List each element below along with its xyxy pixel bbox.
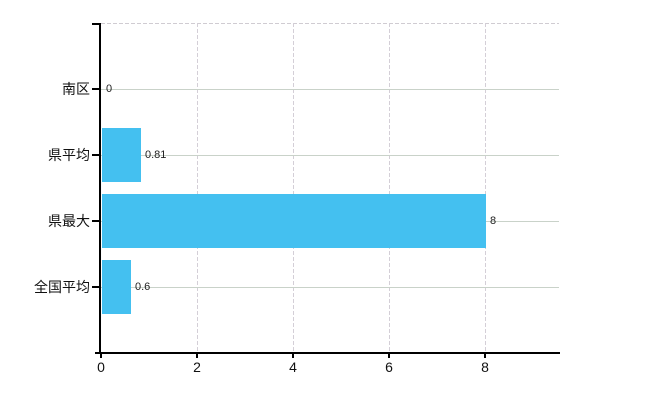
y-axis-label: 県最大 [48,213,90,229]
x-axis-tick [196,353,198,358]
y-axis-tick [92,88,99,90]
gridline-horizontal [101,287,559,288]
value-label: 8 [490,215,497,227]
x-axis-line [95,352,560,354]
x-axis-tick [388,353,390,358]
x-axis-tick [484,353,486,358]
gridline-horizontal [101,155,559,156]
x-axis-tick [292,353,294,358]
gridline-horizontal [101,89,559,90]
bar [102,194,486,248]
y-axis-tick [92,286,99,288]
x-tick-label: 8 [481,359,489,375]
x-tick-label: 6 [385,359,393,375]
y-axis-label: 全国平均 [34,279,90,295]
value-label: 0.81 [145,149,167,161]
y-axis-tick [92,154,99,156]
y-axis-label: 県平均 [48,147,90,163]
x-tick-label: 2 [193,359,201,375]
gridline-vertical [197,23,198,353]
gridline-vertical [485,23,486,353]
x-tick-label: 0 [97,359,105,375]
y-axis-tick [92,220,99,222]
y-axis-line [99,23,101,354]
gridline-vertical [293,23,294,353]
plot-top-border [101,23,559,24]
bar [102,260,131,314]
value-label: 0.6 [135,281,151,293]
x-tick-label: 4 [289,359,297,375]
gridline-vertical [389,23,390,353]
y-axis-tick [92,23,99,25]
y-axis-label: 南区 [62,81,90,97]
bar [102,128,141,182]
x-axis-tick [100,353,102,358]
value-label: 0 [106,83,113,95]
